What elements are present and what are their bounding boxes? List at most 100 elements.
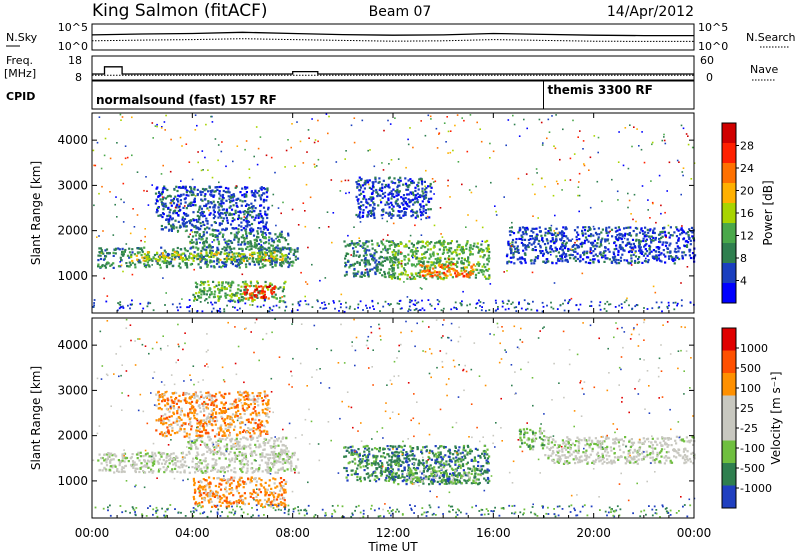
scatter-cell <box>387 202 390 205</box>
colorbar-tick-label: 12 <box>740 230 754 243</box>
scatter-speckle <box>249 304 251 306</box>
scatter-cell <box>268 236 271 239</box>
scatter-near-range <box>382 305 385 308</box>
scatter-cell <box>234 439 237 442</box>
scatter-speckle <box>420 120 422 122</box>
scatter-cell <box>234 186 237 189</box>
scatter-cell <box>429 253 432 256</box>
scatter-cell <box>392 205 395 208</box>
scatter-cell <box>245 292 248 295</box>
scatter-cell <box>616 239 620 242</box>
scatter-cell <box>371 213 374 216</box>
scatter-near-range <box>204 299 206 302</box>
scatter-cell <box>156 208 159 211</box>
scatter-near-range <box>304 300 307 302</box>
scatter-cell <box>505 255 509 258</box>
scatter-cell <box>407 257 410 260</box>
scatter-cell <box>467 258 470 261</box>
scatter-speckle <box>682 167 685 169</box>
scatter-cell <box>539 244 542 247</box>
scatter-cell <box>435 241 438 244</box>
scatter-cell <box>635 233 638 236</box>
scatter-cell <box>201 440 204 443</box>
scatter-cell <box>120 470 123 474</box>
scatter-cell <box>278 452 281 455</box>
scatter-cell <box>412 193 415 197</box>
scatter-cell <box>383 259 387 262</box>
scatter-cell <box>228 247 231 250</box>
scatter-cell <box>680 232 684 235</box>
scatter-cell <box>624 244 628 247</box>
scatter-cell <box>196 214 199 217</box>
scatter-cell <box>431 252 435 255</box>
scatter-cell <box>171 254 174 257</box>
scatter-speckle <box>98 116 101 118</box>
scatter-cell <box>260 251 264 254</box>
scatter-cell <box>279 296 282 300</box>
scatter-cell <box>555 255 558 258</box>
scatter-cell <box>633 245 636 248</box>
scatter-cell <box>220 185 223 188</box>
scatter-cell <box>218 203 221 206</box>
scatter-cell <box>400 196 403 199</box>
scatter-cell <box>161 252 164 255</box>
scatter-speckle <box>270 156 273 159</box>
scatter-cell <box>200 236 203 239</box>
scatter-cell <box>422 195 425 198</box>
scatter-cell <box>141 250 144 253</box>
scatter-cell <box>183 252 186 255</box>
scatter-cell <box>282 260 285 263</box>
scatter-speckle <box>667 224 670 227</box>
scatter-cell <box>395 194 398 197</box>
scatter-cell <box>248 285 251 288</box>
scatter-near-range <box>672 301 675 304</box>
scatter-cell <box>656 258 659 261</box>
scatter-cell <box>414 197 417 200</box>
scatter-near-range <box>563 309 566 312</box>
scatter-cell <box>513 245 516 248</box>
scatter-cell <box>393 255 396 259</box>
scatter-cell <box>251 230 254 233</box>
scatter-near-range <box>599 301 602 304</box>
scatter-cell <box>559 247 562 250</box>
scatter-cell <box>600 253 603 256</box>
scatter-cell <box>443 246 446 249</box>
scatter-near-range <box>345 306 348 309</box>
scatter-cell <box>394 254 397 257</box>
scatter-cell <box>423 274 426 277</box>
scatter-speckle <box>317 158 320 161</box>
scatter-cell <box>630 257 633 260</box>
scatter-cell <box>284 461 287 464</box>
scatter-speckle <box>246 210 248 213</box>
scatter-cell <box>215 452 219 455</box>
scatter-cell <box>142 455 145 458</box>
scatter-cell <box>393 276 396 280</box>
scatter-cell <box>113 248 117 251</box>
scatter-cell <box>182 464 185 467</box>
scatter-cell <box>370 211 373 214</box>
scatter-cell <box>243 210 247 213</box>
scatter-cell <box>512 253 515 256</box>
scatter-speckle <box>151 264 153 266</box>
scatter-cell <box>156 252 159 256</box>
scatter-cell <box>203 258 206 261</box>
scatter-cell <box>296 250 299 253</box>
scatter-cell <box>392 242 395 245</box>
scatter-cell <box>414 272 417 275</box>
scatter-cell <box>679 233 682 236</box>
scatter-speckle <box>665 236 667 239</box>
scatter-cell <box>189 201 192 204</box>
scatter-cell <box>191 466 194 469</box>
scatter-cell <box>647 231 650 234</box>
scatter-near-range <box>575 304 578 307</box>
scatter-cell <box>143 246 146 249</box>
scatter-cell <box>279 453 282 457</box>
scatter-cell <box>417 240 420 243</box>
scatter-cell <box>345 270 348 274</box>
noise-right-tick-bottom: 10^0 <box>698 40 728 53</box>
scatter-cell <box>420 180 424 183</box>
freq-right-tick-top: 60 <box>700 54 714 67</box>
scatter-speckle <box>532 215 534 217</box>
scatter-cell <box>584 232 587 235</box>
scatter-near-range <box>372 305 374 308</box>
